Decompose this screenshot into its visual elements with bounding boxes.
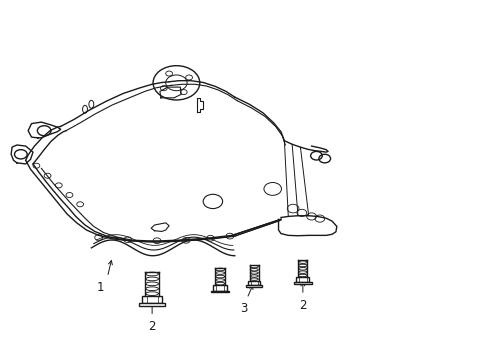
FancyBboxPatch shape [139, 303, 164, 306]
Text: 2: 2 [148, 320, 156, 333]
Text: 2: 2 [299, 298, 306, 312]
FancyBboxPatch shape [210, 291, 229, 292]
FancyBboxPatch shape [245, 285, 262, 287]
Text: 3: 3 [239, 302, 247, 315]
Text: 1: 1 [97, 281, 104, 294]
FancyBboxPatch shape [294, 282, 311, 284]
FancyBboxPatch shape [247, 281, 260, 285]
FancyBboxPatch shape [142, 296, 162, 303]
FancyBboxPatch shape [213, 285, 227, 291]
FancyBboxPatch shape [296, 277, 309, 282]
